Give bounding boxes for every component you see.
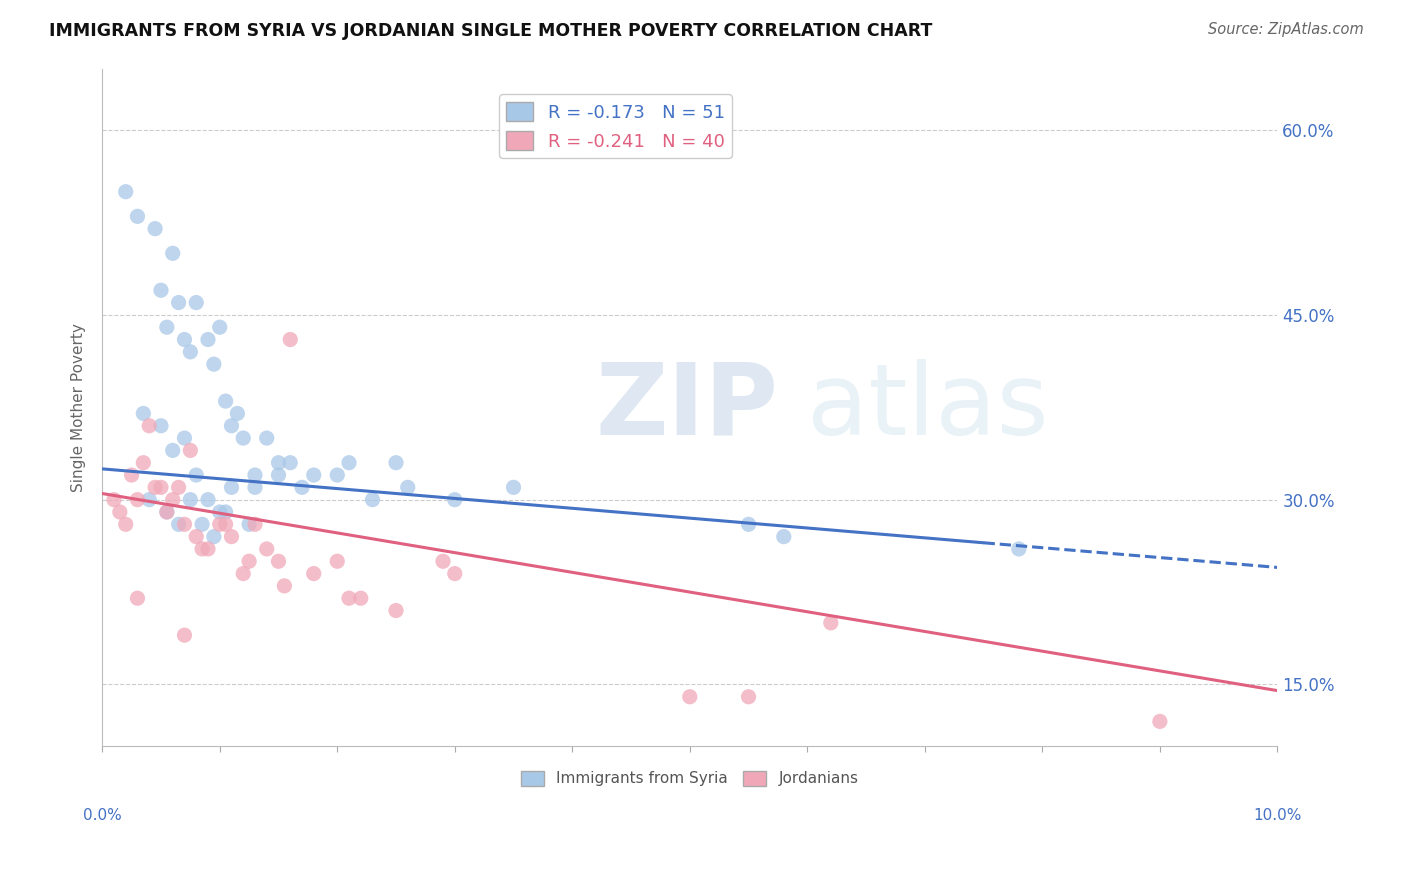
Point bbox=[267, 554, 290, 568]
Point bbox=[179, 344, 201, 359]
Point bbox=[772, 530, 794, 544]
Point bbox=[278, 333, 301, 347]
Point bbox=[132, 406, 155, 420]
Point bbox=[173, 333, 195, 347]
Point bbox=[226, 406, 249, 420]
Point bbox=[132, 456, 155, 470]
Point bbox=[143, 221, 166, 235]
Point bbox=[396, 480, 419, 494]
Point bbox=[173, 431, 195, 445]
Point bbox=[156, 320, 179, 334]
Text: Source: ZipAtlas.com: Source: ZipAtlas.com bbox=[1208, 22, 1364, 37]
Point bbox=[167, 295, 190, 310]
Point bbox=[679, 690, 702, 704]
Point bbox=[103, 492, 125, 507]
Point bbox=[350, 591, 373, 606]
Point bbox=[243, 517, 266, 532]
Point bbox=[108, 505, 131, 519]
Point bbox=[208, 320, 231, 334]
Text: atlas: atlas bbox=[807, 359, 1049, 456]
Point bbox=[162, 492, 184, 507]
Point bbox=[167, 480, 190, 494]
Point bbox=[202, 357, 225, 371]
Text: 0.0%: 0.0% bbox=[83, 807, 121, 822]
Point bbox=[502, 480, 524, 494]
Point bbox=[197, 333, 219, 347]
Point bbox=[443, 566, 465, 581]
Point bbox=[127, 492, 149, 507]
Point bbox=[273, 579, 295, 593]
Point bbox=[302, 566, 325, 581]
Point bbox=[238, 517, 260, 532]
Point bbox=[156, 505, 179, 519]
Point bbox=[114, 517, 136, 532]
Point bbox=[267, 468, 290, 483]
Point bbox=[179, 492, 201, 507]
Point bbox=[173, 517, 195, 532]
Text: ZIP: ZIP bbox=[596, 359, 779, 456]
Point bbox=[149, 418, 172, 433]
Point bbox=[162, 246, 184, 260]
Legend: Immigrants from Syria, Jordanians: Immigrants from Syria, Jordanians bbox=[515, 764, 865, 793]
Point bbox=[186, 530, 208, 544]
Point bbox=[138, 492, 160, 507]
Point bbox=[385, 456, 408, 470]
Point bbox=[243, 468, 266, 483]
Text: IMMIGRANTS FROM SYRIA VS JORDANIAN SINGLE MOTHER POVERTY CORRELATION CHART: IMMIGRANTS FROM SYRIA VS JORDANIAN SINGL… bbox=[49, 22, 932, 40]
Point bbox=[337, 456, 360, 470]
Point bbox=[432, 554, 454, 568]
Point bbox=[143, 480, 166, 494]
Point bbox=[238, 554, 260, 568]
Y-axis label: Single Mother Poverty: Single Mother Poverty bbox=[72, 323, 86, 491]
Point bbox=[385, 603, 408, 617]
Point bbox=[149, 283, 172, 297]
Point bbox=[156, 505, 179, 519]
Point bbox=[256, 541, 278, 556]
Point bbox=[186, 295, 208, 310]
Point bbox=[326, 468, 349, 483]
Point bbox=[186, 468, 208, 483]
Point bbox=[121, 468, 143, 483]
Point bbox=[326, 554, 349, 568]
Point bbox=[214, 505, 236, 519]
Point bbox=[214, 394, 236, 409]
Point bbox=[202, 530, 225, 544]
Point bbox=[302, 468, 325, 483]
Point bbox=[214, 517, 236, 532]
Text: 10.0%: 10.0% bbox=[1253, 807, 1302, 822]
Point bbox=[232, 431, 254, 445]
Point bbox=[221, 530, 243, 544]
Point bbox=[361, 492, 384, 507]
Point bbox=[167, 517, 190, 532]
Point bbox=[820, 615, 842, 630]
Point bbox=[443, 492, 465, 507]
Point bbox=[278, 456, 301, 470]
Point bbox=[191, 517, 214, 532]
Point bbox=[127, 210, 149, 224]
Point bbox=[232, 566, 254, 581]
Point bbox=[179, 443, 201, 458]
Point bbox=[197, 541, 219, 556]
Point bbox=[1008, 541, 1031, 556]
Point bbox=[162, 443, 184, 458]
Point bbox=[127, 591, 149, 606]
Point bbox=[208, 517, 231, 532]
Point bbox=[208, 505, 231, 519]
Point bbox=[138, 418, 160, 433]
Point bbox=[256, 431, 278, 445]
Point bbox=[114, 185, 136, 199]
Point bbox=[191, 541, 214, 556]
Point bbox=[1149, 714, 1171, 729]
Point bbox=[221, 480, 243, 494]
Point bbox=[267, 456, 290, 470]
Point bbox=[173, 628, 195, 642]
Point bbox=[337, 591, 360, 606]
Point bbox=[737, 517, 759, 532]
Point bbox=[149, 480, 172, 494]
Point bbox=[197, 492, 219, 507]
Point bbox=[737, 690, 759, 704]
Point bbox=[291, 480, 314, 494]
Point bbox=[221, 418, 243, 433]
Point bbox=[243, 480, 266, 494]
